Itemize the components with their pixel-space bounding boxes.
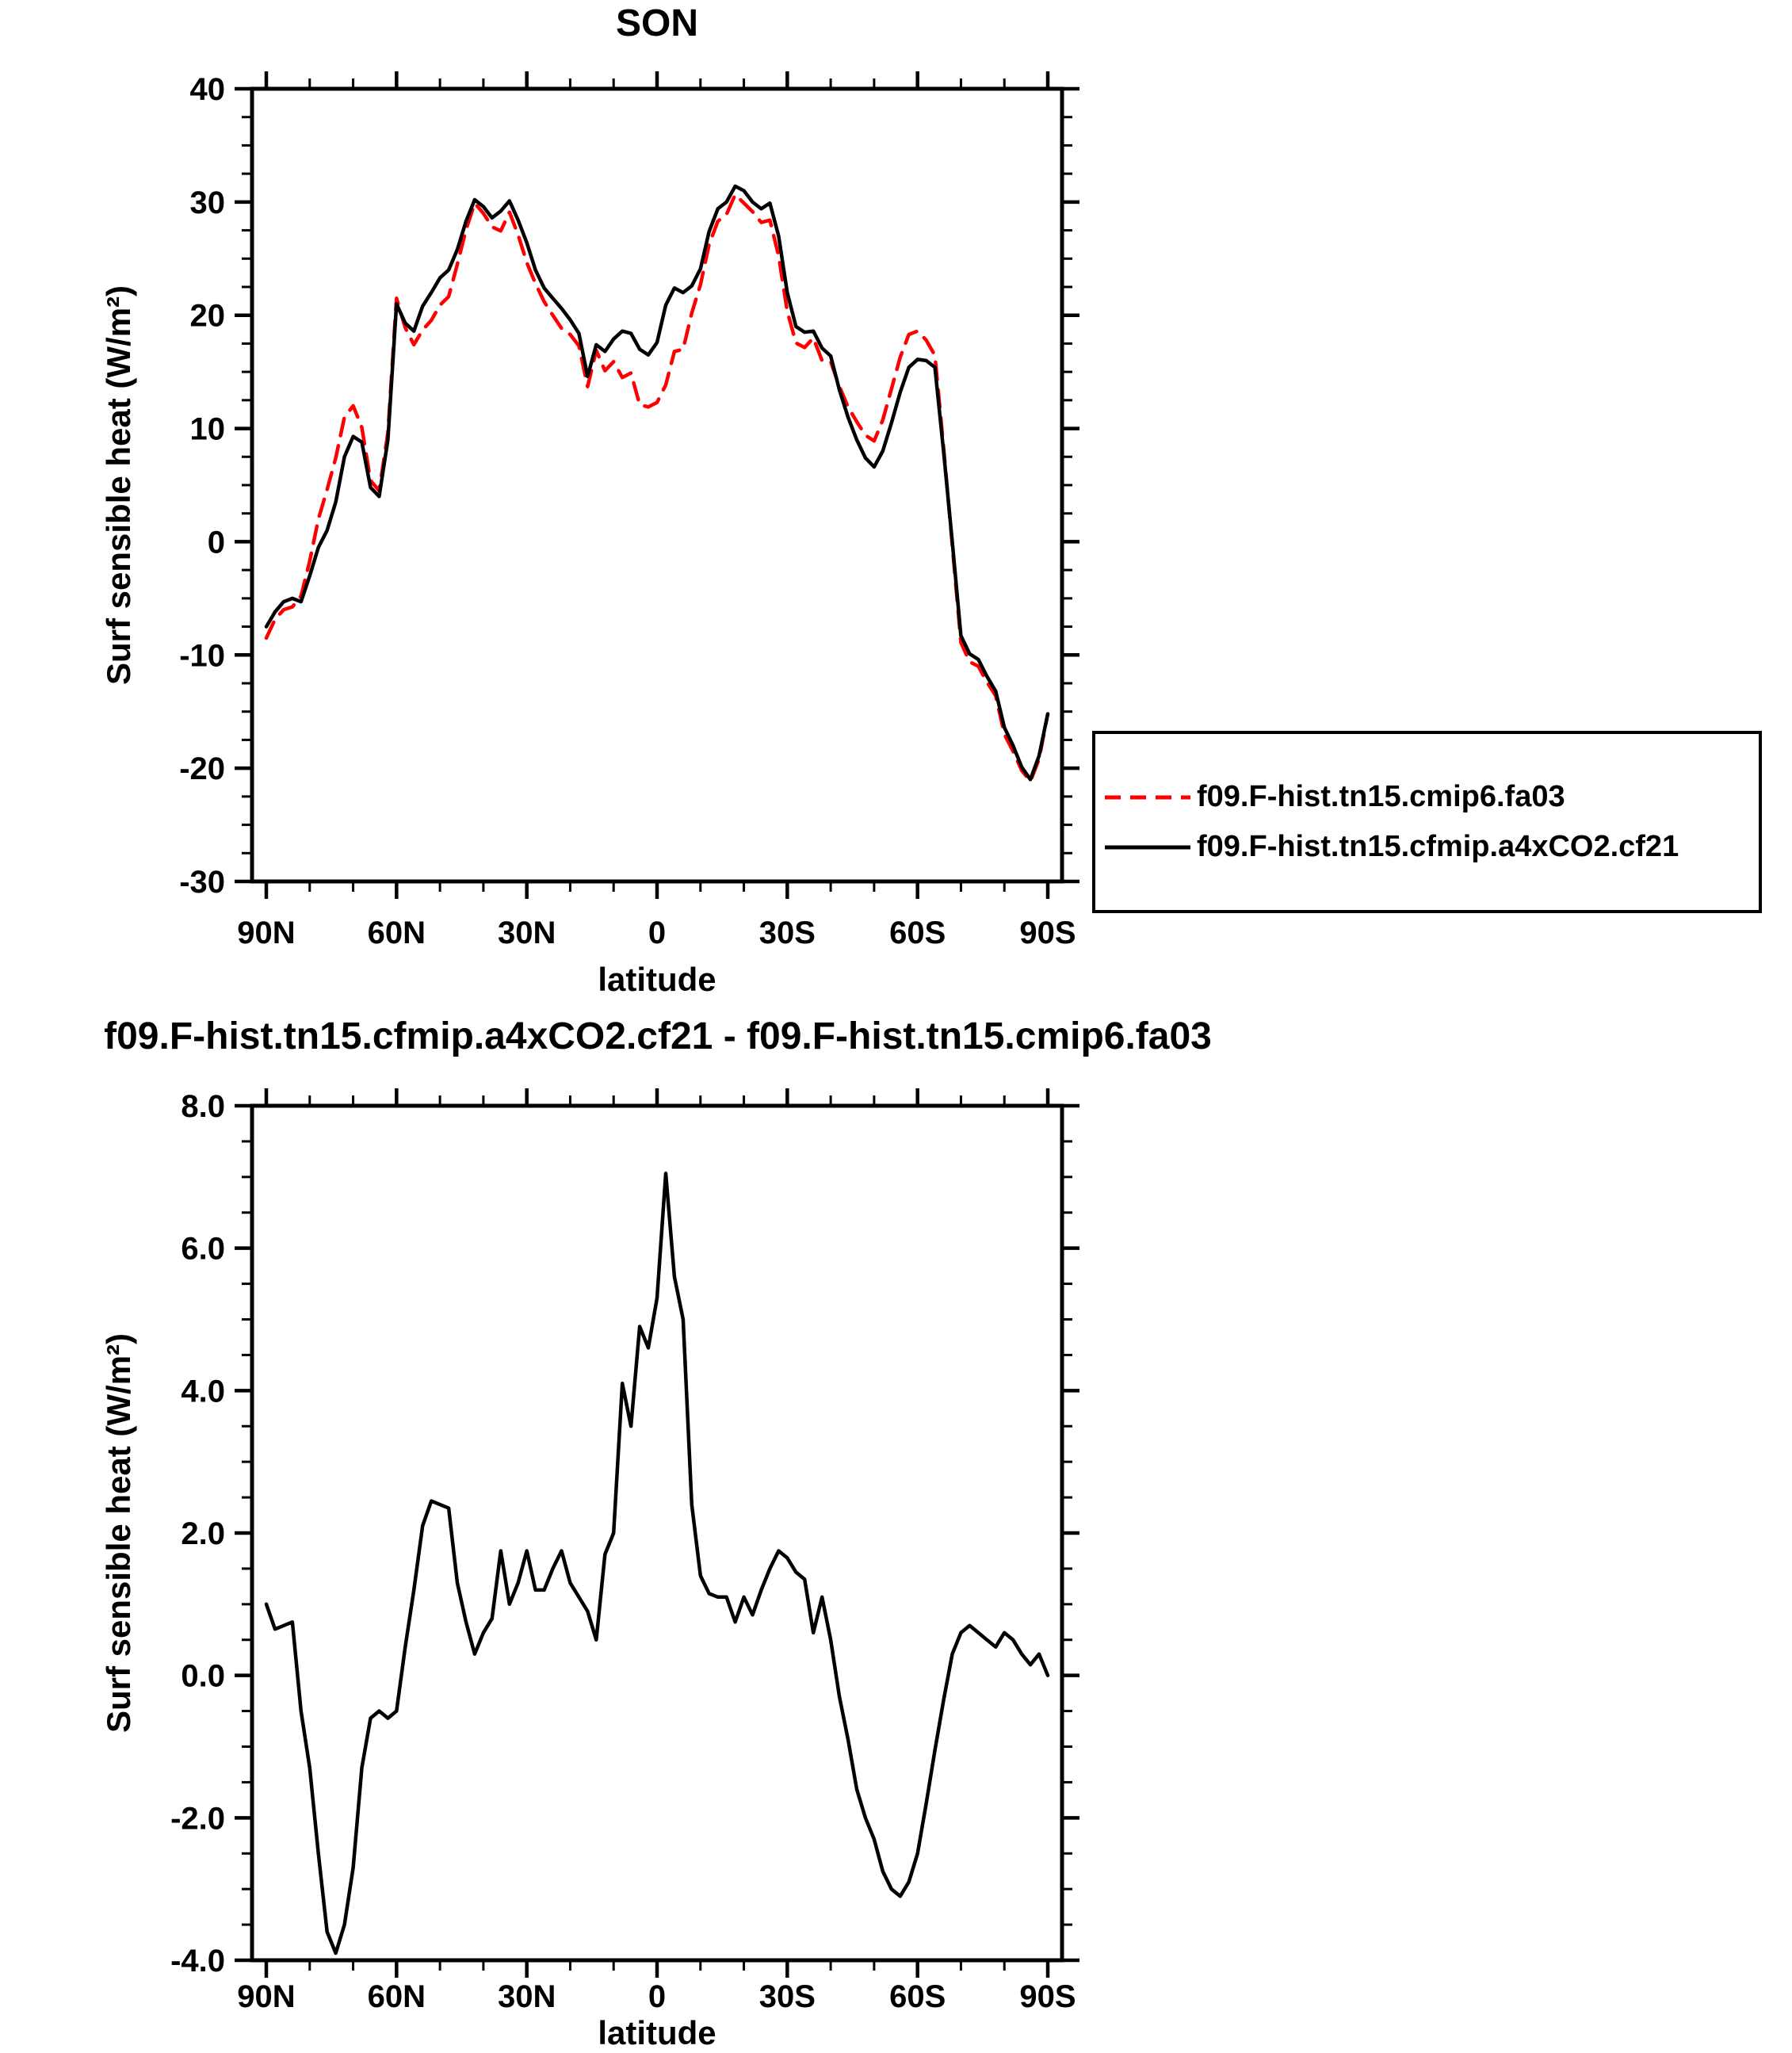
x-tick-label: 0 [648,1979,666,2014]
difference-chart-x-axis-label: latitude [598,2014,716,2051]
legend-entry: f09.F-hist.tn15.cfmip.a4xCO2.cf21 [1103,830,1759,864]
series-line [264,193,1050,783]
legend-line-sample [1105,795,1190,799]
x-tick-label: 60S [889,916,946,950]
y-tick-label: -10 [179,638,225,673]
x-tick-label: 90N [237,1979,295,2014]
y-tick-label: 0.0 [181,1659,225,1694]
x-tick-label: 30N [498,1979,556,2014]
y-tick-label: 0 [208,525,225,560]
x-tick-label: 90N [237,916,295,950]
y-tick-label: -2.0 [170,1801,225,1836]
son-chart-x-axis-label: latitude [598,961,716,998]
plot-frame [250,86,1064,884]
legend-label: f09.F-hist.tn15.cfmip.a4xCO2.cf21 [1197,830,1679,863]
x-tick-label: 0 [648,916,666,950]
plot-frame [250,1103,1064,1963]
series-line [264,1172,1050,1956]
x-tick-label: 30S [759,916,816,950]
y-tick-label: -30 [179,865,225,900]
legend-label: f09.F-hist.tn15.cmip6.fa03 [1197,780,1565,813]
legend-entry: f09.F-hist.tn15.cmip6.fa03 [1103,780,1759,814]
x-tick-label: 90S [1019,916,1076,950]
y-tick-label: 2.0 [181,1516,225,1551]
y-tick-label: 4.0 [181,1374,225,1409]
y-tick-label: 10 [190,412,226,447]
x-tick-label: 30N [498,916,556,950]
y-tick-label: -4.0 [170,1944,225,1978]
x-tick-label: 60N [368,1979,426,2014]
difference-chart-title: f09.F-hist.tn15.cfmip.a4xCO2.cf21 - f09.… [104,1015,1212,1057]
y-tick-label: 30 [190,185,226,220]
son-chart-title: SON [615,2,698,44]
legend: f09.F-hist.tn15.cmip6.fa03 f09.F-hist.tn1… [1092,731,1762,913]
x-tick-label: 60S [889,1979,946,2014]
legend-line-sample [1105,845,1190,849]
y-tick-label: 40 [190,72,226,107]
y-tick-label: -20 [179,751,225,786]
x-tick-label: 90S [1019,1979,1076,2014]
y-tick-label: 8.0 [181,1089,225,1124]
series-line [264,184,1050,782]
x-tick-label: 30S [759,1979,816,2014]
y-tick-label: 6.0 [181,1232,225,1267]
x-tick-label: 60N [368,916,426,950]
y-tick-label: 20 [190,299,226,334]
